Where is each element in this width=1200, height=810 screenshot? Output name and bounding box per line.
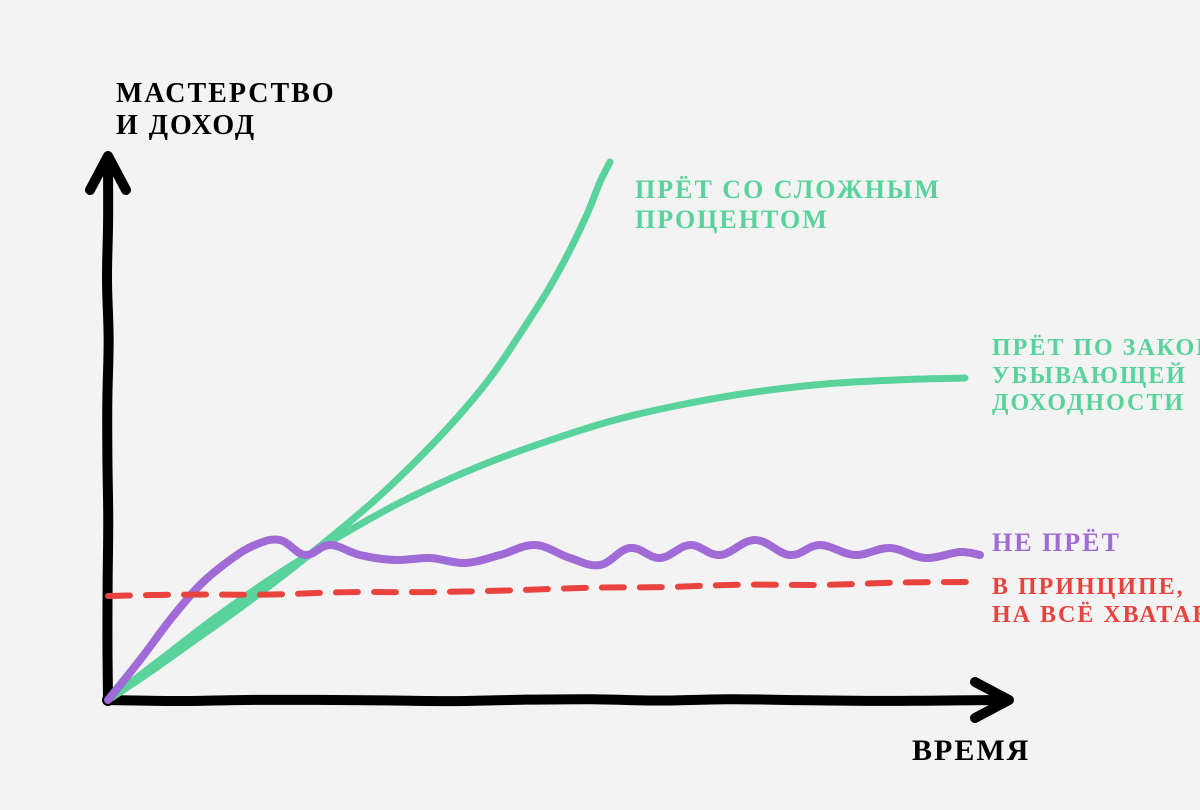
y-axis-label: МАСТЕРСТВО И ДОХОД <box>116 78 336 142</box>
x-axis-label: ВРЕМЯ <box>912 734 1030 769</box>
series-flat_wobble <box>108 539 980 700</box>
series-label-threshold: В ПРИНЦИПЕ, НА ВСЁ ХВАТАЕТ <box>992 574 1200 629</box>
series-group <box>108 162 980 700</box>
series-label-compound: ПРЁТ СО СЛОЖНЫМ ПРОЦЕНТОМ <box>635 175 941 235</box>
sketch-chart: МАСТЕРСТВО И ДОХОД ВРЕМЯ ПРЁТ СО СЛОЖНЫМ… <box>0 0 1200 810</box>
series-diminishing <box>108 378 965 700</box>
series-label-flat: НЕ ПРЁТ <box>992 528 1121 558</box>
series-compound <box>108 162 610 700</box>
series-label-diminishing: ПРЁТ ПО ЗАКОНУ УБЫВАЮЩЕЙ ДОХОДНОСТИ <box>992 335 1200 418</box>
series-threshold <box>108 582 980 596</box>
